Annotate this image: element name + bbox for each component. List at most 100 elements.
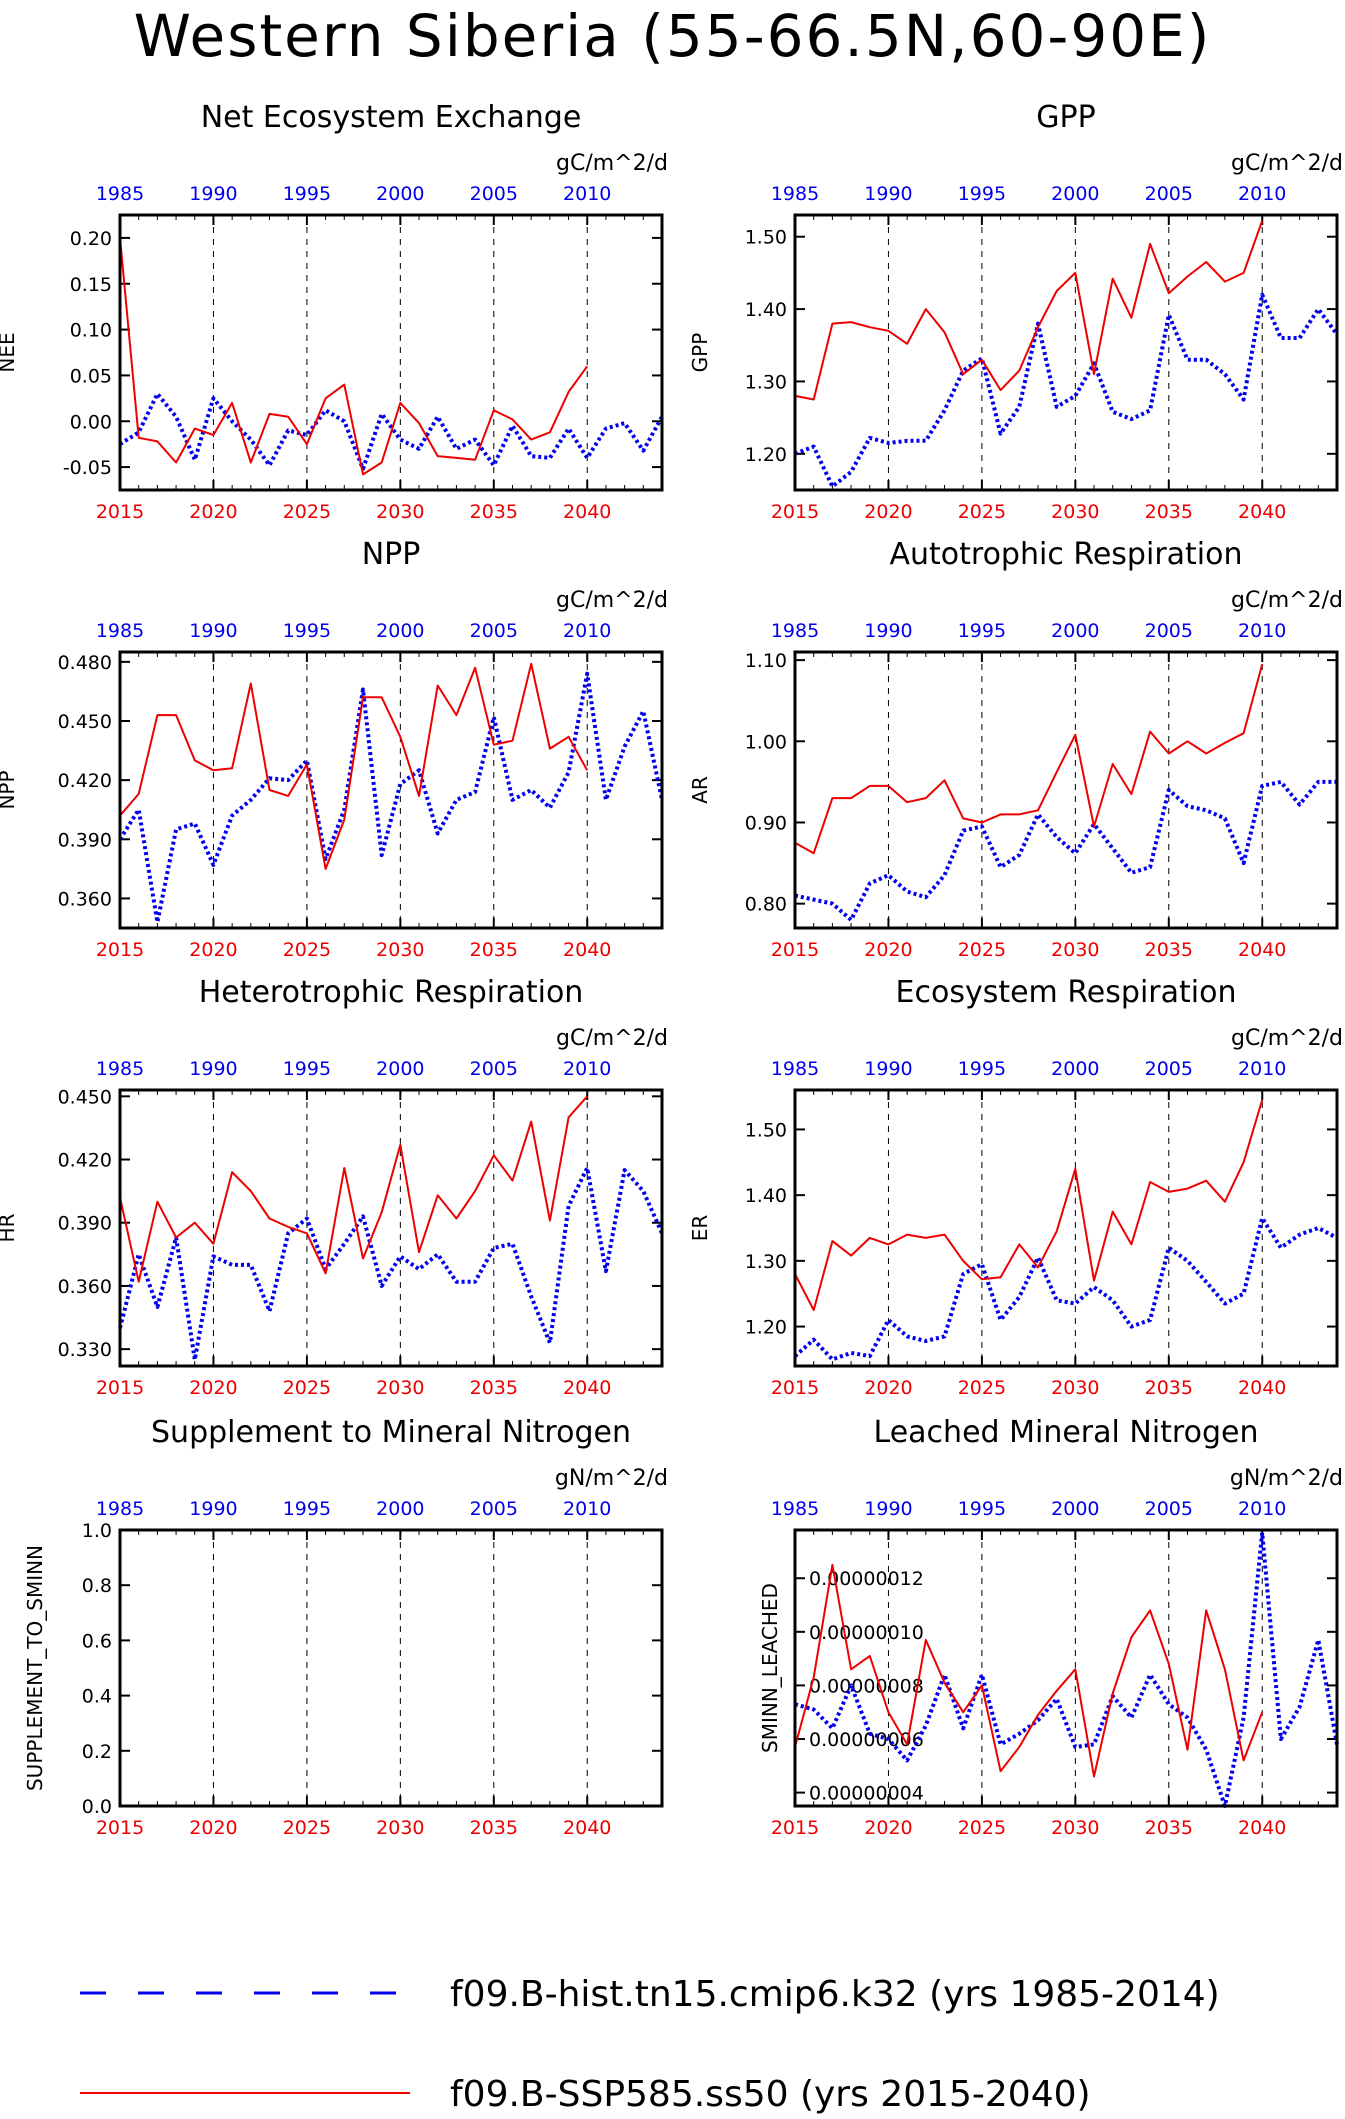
y-axis-label: ER — [688, 1215, 712, 1242]
top-tick-label: 2005 — [470, 1058, 518, 1080]
units-label: gC/m^2/d — [556, 151, 668, 176]
x-tick-label: 2030 — [1051, 1817, 1099, 1839]
units-label: gC/m^2/d — [556, 1026, 668, 1051]
series-hist-line — [793, 1216, 1338, 1362]
x-tick-label: 2020 — [864, 501, 912, 523]
top-tick-label: 2010 — [563, 1498, 611, 1520]
x-tick-label: 2040 — [1238, 501, 1286, 523]
y-axis-label: SMINN_LEACHED — [758, 1583, 782, 1753]
top-tick-label: 1990 — [189, 620, 237, 642]
y-axis-label: HR — [0, 1213, 19, 1242]
x-tick-label: 2040 — [563, 501, 611, 523]
top-tick-label: 1990 — [864, 1498, 912, 1520]
top-tick-label: 2010 — [563, 620, 611, 642]
top-tick-label: 1990 — [864, 620, 912, 642]
plot-frame — [793, 1088, 1339, 1368]
top-tick-label: 1995 — [283, 1498, 331, 1520]
x-tick-label: 2030 — [1051, 501, 1099, 523]
y-tick-label: 0.360 — [58, 1276, 112, 1298]
x-tick-label: 2035 — [1145, 501, 1193, 523]
x-tick-label: 2030 — [1051, 1377, 1099, 1399]
y-tick-label: 0.450 — [58, 711, 112, 733]
x-tick-label: 2030 — [376, 1817, 424, 1839]
y-tick-label: 0.6 — [82, 1630, 112, 1652]
panel-title: Autotrophic Respiration — [889, 537, 1242, 572]
y-tick-label: 1.50 — [745, 1119, 787, 1141]
top-tick-label: 2000 — [1051, 1498, 1099, 1520]
x-tick-label: 2040 — [1238, 939, 1286, 961]
y-tick-label: 0.2 — [82, 1741, 112, 1763]
x-tick-label: 2025 — [283, 501, 331, 523]
series-ssp-line — [794, 1099, 1264, 1312]
series-ssp-line — [794, 663, 1264, 855]
top-tick-label: 2005 — [470, 620, 518, 642]
y-tick-label: 0.420 — [58, 1150, 112, 1172]
x-tick-label: 2035 — [470, 501, 518, 523]
units-label: gC/m^2/d — [1231, 1026, 1343, 1051]
top-tick-label: 1985 — [96, 183, 144, 205]
units-label: gC/m^2/d — [556, 588, 668, 613]
y-tick-label: 1.30 — [745, 1251, 787, 1273]
top-tick-label: 1985 — [771, 1058, 819, 1080]
x-tick-label: 2035 — [470, 1377, 518, 1399]
y-tick-label: 0.05 — [70, 365, 112, 387]
top-tick-label: 2010 — [1238, 1058, 1286, 1080]
top-tick-label: 1985 — [771, 183, 819, 205]
y-tick-label: 0.0 — [82, 1796, 112, 1818]
x-tick-label: 2040 — [563, 1817, 611, 1839]
top-tick-label: 1995 — [283, 1058, 331, 1080]
series-ssp-line — [119, 1095, 588, 1283]
plot-frame — [118, 213, 664, 492]
x-tick-label: 2035 — [470, 1817, 518, 1839]
top-tick-label: 2005 — [470, 183, 518, 205]
x-tick-label: 2020 — [189, 1817, 237, 1839]
top-tick-label: 1995 — [958, 1498, 1006, 1520]
top-tick-label: 1995 — [958, 620, 1006, 642]
plot-frame — [793, 1528, 1339, 1808]
top-tick-label: 2000 — [1051, 1058, 1099, 1080]
panel-title: NPP — [362, 537, 421, 572]
y-tick-label: 0.390 — [58, 829, 112, 851]
units-label: gN/m^2/d — [555, 1466, 668, 1491]
top-tick-label: 1990 — [864, 1058, 912, 1080]
x-tick-label: 2025 — [283, 1377, 331, 1399]
x-tick-label: 2015 — [771, 501, 819, 523]
top-tick-label: 1985 — [96, 1058, 144, 1080]
x-tick-label: 2030 — [1051, 939, 1099, 961]
y-tick-label: 0.80 — [745, 894, 787, 916]
y-tick-label: 1.40 — [745, 299, 787, 321]
units-label: gC/m^2/d — [1231, 588, 1343, 613]
x-tick-label: 2015 — [96, 1377, 144, 1399]
x-tick-label: 2015 — [96, 1817, 144, 1839]
x-tick-label: 2020 — [864, 939, 912, 961]
top-tick-label: 2010 — [1238, 1498, 1286, 1520]
top-tick-label: 2010 — [1238, 183, 1286, 205]
y-tick-label: 0.00000006 — [809, 1729, 924, 1751]
x-tick-label: 2015 — [771, 939, 819, 961]
series-ssp-line — [119, 662, 589, 870]
units-label: gC/m^2/d — [1231, 151, 1343, 176]
top-tick-label: 1985 — [96, 1498, 144, 1520]
top-tick-label: 1995 — [283, 183, 331, 205]
top-tick-label: 1985 — [771, 1498, 819, 1520]
top-tick-label: 1990 — [189, 1498, 237, 1520]
y-axis-label: NEE — [0, 332, 19, 372]
panel-title: Leached Mineral Nitrogen — [874, 1415, 1259, 1450]
y-tick-label: 0.00000010 — [809, 1622, 924, 1644]
x-tick-label: 2015 — [771, 1817, 819, 1839]
x-tick-label: 2025 — [958, 501, 1006, 523]
series-hist-line — [794, 292, 1339, 489]
top-tick-label: 2000 — [1051, 620, 1099, 642]
series-hist-line — [118, 391, 664, 471]
series-ssp-line — [794, 220, 1264, 401]
x-tick-label: 2030 — [376, 1377, 424, 1399]
y-tick-label: 0.00000012 — [809, 1568, 924, 1590]
x-tick-label: 2015 — [96, 501, 144, 523]
y-tick-label: 1.00 — [745, 731, 787, 753]
x-tick-label: 2035 — [1145, 939, 1193, 961]
x-tick-label: 2025 — [958, 939, 1006, 961]
top-tick-label: 2000 — [376, 1058, 424, 1080]
x-tick-label: 2015 — [771, 1377, 819, 1399]
x-tick-label: 2030 — [376, 501, 424, 523]
x-tick-label: 2035 — [470, 939, 518, 961]
